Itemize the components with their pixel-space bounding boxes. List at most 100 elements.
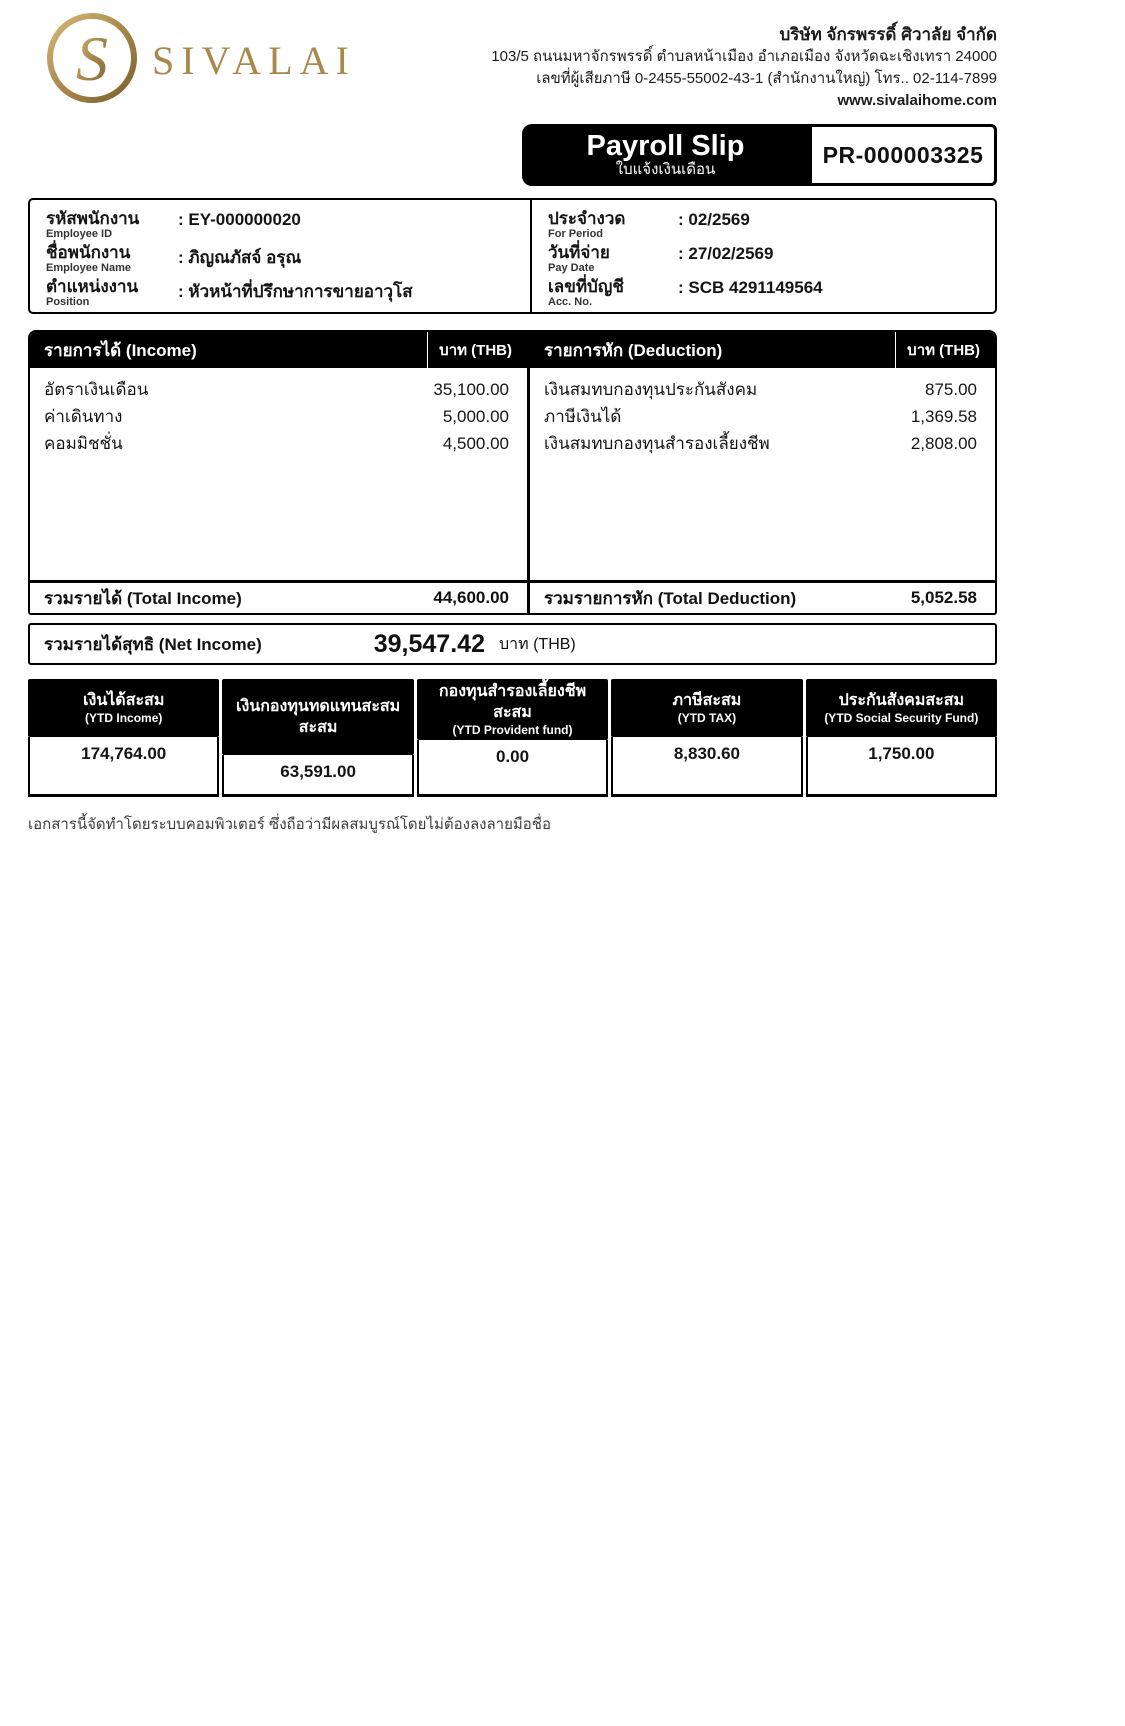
employee-id-label-en: Employee ID	[46, 228, 113, 240]
title-english: Payroll Slip	[586, 130, 745, 162]
ytd-social-security-subtitle: (YTD Social Security Fund)	[824, 711, 979, 725]
income-item-amount: 35,100.00	[433, 380, 509, 399]
account-value: : SCB 4291149564	[678, 278, 823, 297]
sivalai-emblem-icon: S	[42, 8, 142, 113]
document-number: PR-000003325	[809, 124, 997, 186]
ytd-income-value: 174,764.00	[28, 737, 220, 797]
deduction-table: รายการหัก (Deduction) บาท (THB) เงินสมทบ…	[530, 332, 995, 613]
document-header: S SIVALAI บริษัท จักรพรรดิ์ ศิวาลัย จำกั…	[28, 0, 997, 114]
net-income-box: รวมรายได้สุทธิ (Net Income) 39,547.42 บา…	[28, 623, 997, 665]
deduction-item-label: ภาษีเงินได้	[544, 407, 622, 426]
income-table: รายการได้ (Income) บาท (THB) อัตราเงินเด…	[30, 332, 530, 613]
ytd-income-header: เงินได้สะสม (YTD Income)	[28, 679, 220, 737]
company-logo: S SIVALAI	[42, 6, 356, 114]
period-value: : 02/2569	[678, 210, 750, 229]
ytd-income-subtitle: (YTD Income)	[85, 711, 163, 725]
ytd-social-security-column: ประกันสังคมสะสม (YTD Social Security Fun…	[805, 679, 998, 797]
pay-date-row: วันที่จ่าย Pay Date : 27/02/2569	[548, 243, 995, 274]
period-label-th: ประจำงวด	[548, 209, 626, 228]
employee-id-value: : EY-000000020	[178, 210, 301, 229]
ytd-compensation-fund-column: เงินกองทุนทดแทนสะสม สะสม 63,591.00	[222, 679, 414, 797]
deduction-row: เงินสมทบกองทุนประกันสังคม 875.00	[530, 376, 995, 403]
net-income-currency: บาท (THB)	[498, 635, 576, 653]
position-row: ตำแหน่งงาน Position : หัวหน้าที่ปรึกษากา…	[46, 277, 530, 308]
ytd-provident-fund-header: กองทุนสำรองเลี้ยงชีพสะสม (YTD Provident …	[416, 679, 609, 740]
deduction-item-amount: 1,369.58	[910, 407, 977, 426]
position-label-en: Position	[46, 296, 90, 308]
logo-wordmark: SIVALAI	[152, 37, 356, 83]
income-row: ค่าเดินทาง 5,000.00	[30, 403, 527, 430]
income-header-label: รายการได้ (Income)	[44, 340, 197, 360]
ytd-provident-fund-subtitle: (YTD Provident fund)	[452, 723, 573, 737]
ytd-income-title: เงินได้สะสม	[83, 692, 165, 709]
pay-date-label-en: Pay Date	[548, 262, 595, 274]
title-bar: Payroll Slip ใบแจ้งเงินเดือน PR-00000332…	[28, 124, 997, 186]
employee-name-label-en: Employee Name	[46, 262, 131, 274]
income-header: รายการได้ (Income) บาท (THB)	[30, 332, 527, 368]
income-deduction-table: รายการได้ (Income) บาท (THB) อัตราเงินเด…	[28, 330, 997, 615]
income-total-label: รวมรายได้ (Total Income)	[44, 588, 242, 608]
deduction-currency-header: บาท (THB)	[895, 332, 995, 368]
ytd-compensation-fund-header: เงินกองทุนทดแทนสะสม สะสม	[222, 679, 414, 755]
net-income-amount: 39,547.42	[373, 629, 485, 658]
ytd-provident-fund-value: 0.00	[416, 740, 609, 797]
employee-name-row: ชื่อพนักงาน Employee Name : ภิญณภัสจ์ อร…	[46, 243, 530, 274]
ytd-tax-subtitle: (YTD TAX)	[677, 711, 737, 725]
income-item-label: คอมมิชชั่น	[44, 434, 123, 453]
pay-date-value: : 27/02/2569	[678, 244, 774, 263]
employee-id-row: รหัสพนักงาน Employee ID : EY-000000020	[46, 209, 530, 240]
ytd-provident-fund-title: กองทุนสำรองเลี้ยงชีพสะสม	[438, 683, 587, 721]
ytd-summary: เงินได้สะสม (YTD Income) 174,764.00 เงิน…	[28, 679, 998, 797]
company-name: บริษัท จักรพรรดิ์ ศิวาลัย จำกัด	[779, 25, 998, 44]
account-row: เลขที่บัญชี Acc. No. : SCB 4291149564	[548, 277, 995, 308]
deduction-rows: เงินสมทบกองทุนประกันสังคม 875.00 ภาษีเงิ…	[530, 368, 995, 580]
deduction-item-amount: 2,808.00	[910, 434, 977, 453]
net-income-label: รวมรายได้สุทธิ (Net Income)	[44, 634, 262, 654]
computer-generated-note: เอกสารนี้จัดทำโดยระบบคอมพิวเตอร์ ซึ่งถือ…	[28, 816, 551, 833]
deduction-row: ภาษีเงินได้ 1,369.58	[530, 403, 995, 430]
income-row: คอมมิชชั่น 4,500.00	[30, 430, 527, 457]
company-website: www.sivalaihome.com	[837, 92, 998, 109]
deduction-item-label: เงินสมทบกองทุนสำรองเลี้ยงชีพ	[544, 434, 770, 453]
position-label-th: ตำแหน่งงาน	[46, 277, 139, 296]
deduction-item-amount: 875.00	[925, 380, 977, 399]
employee-name-value: : ภิญณภัสจ์ อรุณ	[178, 248, 302, 267]
deduction-total-amount: 5,052.58	[910, 588, 977, 607]
income-item-amount: 5,000.00	[442, 407, 509, 426]
income-item-label: ค่าเดินทาง	[44, 407, 123, 426]
ytd-social-security-title: ประกันสังคมสะสม	[838, 692, 965, 709]
employee-info-right: ประจำงวด For Period : 02/2569 วันที่จ่าย…	[532, 200, 995, 312]
employee-id-label-th: รหัสพนักงาน	[46, 209, 140, 228]
employee-info-left: รหัสพนักงาน Employee ID : EY-000000020 ช…	[30, 200, 532, 312]
position-value: : หัวหน้าที่ปรึกษาการขายอาวุโส	[178, 282, 413, 301]
payroll-slip-title: Payroll Slip ใบแจ้งเงินเดือน	[522, 124, 809, 186]
deduction-header: รายการหัก (Deduction) บาท (THB)	[530, 332, 995, 368]
deduction-total-row: รวมรายการหัก (Total Deduction) 5,052.58	[530, 580, 995, 613]
ytd-compensation-fund-subtitle: สะสม	[298, 719, 338, 736]
ytd-tax-value: 8,830.60	[611, 737, 803, 797]
income-item-label: อัตราเงินเดือน	[44, 380, 149, 399]
deduction-header-label: รายการหัก (Deduction)	[544, 340, 723, 360]
svg-text:S: S	[76, 23, 108, 94]
ytd-tax-title: ภาษีสะสม	[672, 692, 742, 709]
pay-date-label-th: วันที่จ่าย	[548, 243, 610, 262]
employee-info-box: รหัสพนักงาน Employee ID : EY-000000020 ช…	[28, 198, 997, 314]
deduction-row: เงินสมทบกองทุนสำรองเลี้ยงชีพ 2,808.00	[530, 430, 995, 457]
ytd-tax-header: ภาษีสะสม (YTD TAX)	[611, 679, 803, 737]
employee-name-label-th: ชื่อพนักงาน	[46, 243, 131, 262]
income-total-amount: 44,600.00	[433, 588, 509, 607]
income-item-amount: 4,500.00	[442, 434, 509, 453]
income-rows: อัตราเงินเดือน 35,100.00 ค่าเดินทาง 5,00…	[30, 368, 527, 580]
income-row: อัตราเงินเดือน 35,100.00	[30, 376, 527, 403]
company-address: 103/5 ถนนมหาจักรพรรดิ์ ตำบลหน้าเมือง อำเ…	[491, 48, 997, 65]
income-currency-header: บาท (THB)	[427, 332, 527, 368]
ytd-income-column: เงินได้สะสม (YTD Income) 174,764.00	[28, 679, 220, 797]
deduction-item-label: เงินสมทบกองทุนประกันสังคม	[544, 380, 758, 399]
ytd-social-security-value: 1,750.00	[805, 737, 998, 797]
ytd-tax-column: ภาษีสะสม (YTD TAX) 8,830.60	[611, 679, 803, 797]
period-row: ประจำงวด For Period : 02/2569	[548, 209, 995, 240]
company-tax-line: เลขที่ผู้เสียภาษี 0-2455-55002-43-1 (สำน…	[536, 70, 997, 87]
deduction-total-label: รวมรายการหัก (Total Deduction)	[544, 588, 797, 608]
income-total-row: รวมรายได้ (Total Income) 44,600.00	[30, 580, 527, 613]
